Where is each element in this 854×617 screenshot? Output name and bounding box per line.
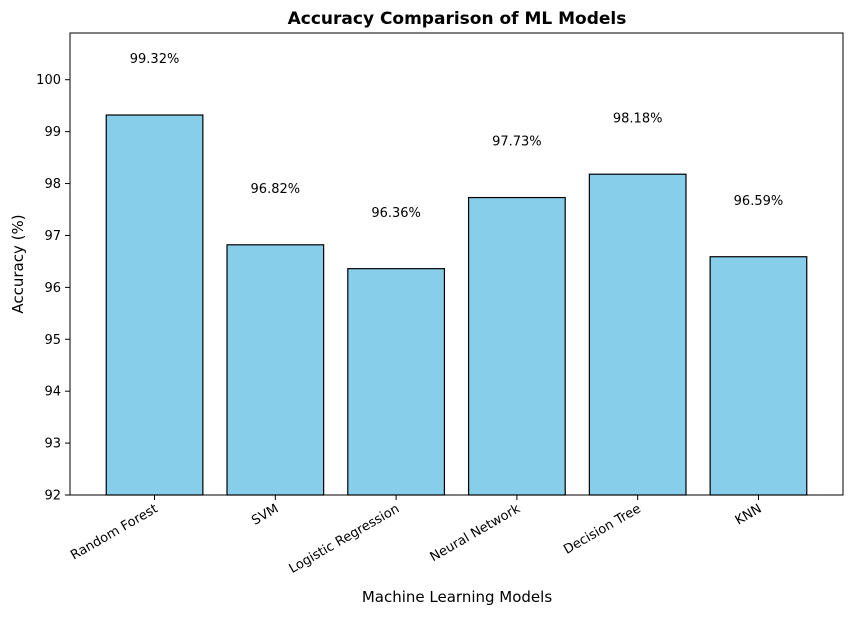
y-tick-label: 97 (44, 229, 61, 244)
bar-logistic-regression (347, 268, 446, 496)
x-tick-label: Logistic Regression (287, 501, 402, 576)
y-tick-label: 93 (44, 437, 61, 452)
x-tick-label: Neural Network (428, 501, 524, 565)
y-tick-label: 98 (44, 177, 61, 192)
data-label: 97.73% (492, 135, 542, 150)
chart-title: Accuracy Comparison of ML Models (288, 9, 627, 29)
data-label: 96.36% (371, 206, 421, 221)
x-axis-label: Machine Learning Models (362, 588, 552, 606)
data-label: 98.18% (613, 111, 663, 126)
y-tick-label: 94 (44, 385, 61, 400)
y-tick-label: 92 (44, 489, 61, 504)
plot-area: 99.32% Random Forest 96.82% SVM 96.36% Logist… (36, 32, 844, 577)
x-tick-label: KNN (733, 501, 765, 528)
plot-frame (69, 32, 844, 496)
y-tick-label: 95 (44, 333, 61, 348)
data-label: 96.59% (734, 194, 784, 209)
bar-svm (226, 244, 325, 496)
x-tick-label: Decision Tree (561, 501, 643, 557)
bar-decision-tree (588, 173, 687, 496)
bar-neural-network (467, 196, 566, 496)
x-tick-label: Random Forest (68, 501, 160, 563)
y-tick-label: 96 (44, 281, 61, 296)
data-label: 96.82% (251, 182, 301, 197)
y-axis-label: Accuracy (%) (9, 214, 27, 313)
x-tick-label: SVM (249, 501, 281, 528)
y-tick-label: 99 (44, 125, 61, 140)
bar-random-forest (105, 114, 204, 496)
y-tick-label: 100 (36, 73, 61, 88)
data-label: 99.32% (130, 52, 180, 67)
bar-knn (709, 256, 808, 496)
